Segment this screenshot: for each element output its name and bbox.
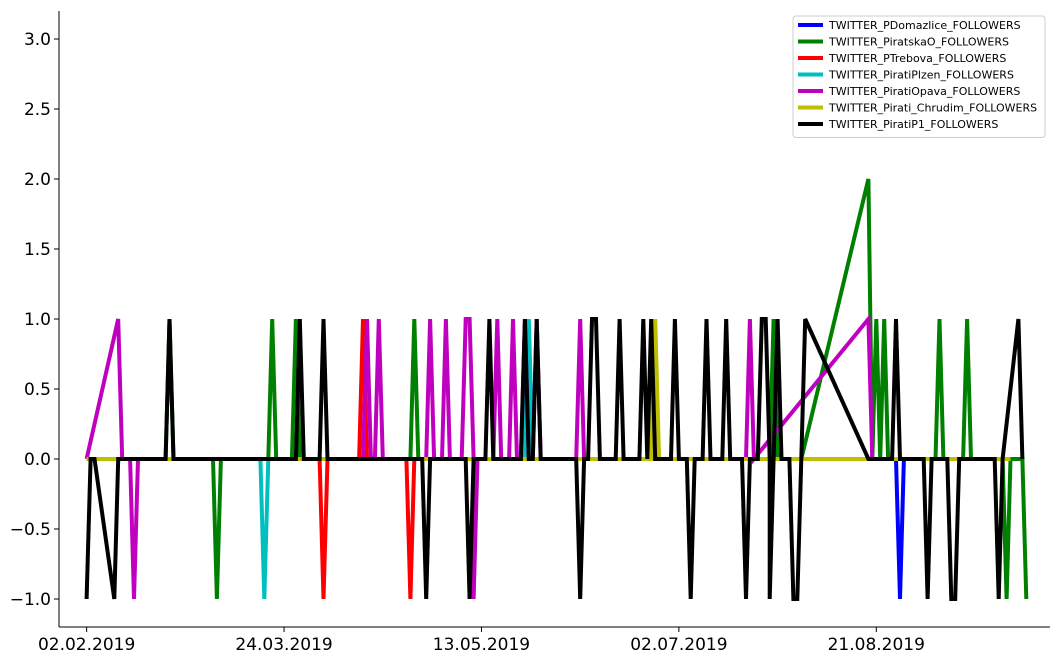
x-tick-label: 21.08.2019	[828, 635, 925, 655]
legend-label: TWITTER_PTrebova_FOLLOWERS	[828, 52, 1006, 65]
y-tick-label: 2.0	[24, 170, 51, 190]
y-tick-label: 1.5	[24, 240, 51, 260]
y-tick-label: 0.5	[24, 380, 51, 400]
x-tick-label: 02.07.2019	[630, 635, 727, 655]
legend-label: TWITTER_Pirati_Chrudim_FOLLOWERS	[828, 102, 1037, 115]
legend-label: TWITTER_PiratiPlzen_FOLLOWERS	[828, 69, 1014, 82]
series-line-6	[84, 317, 1025, 601]
x-tick-label: 24.03.2019	[235, 635, 332, 655]
legend-label: TWITTER_PDomazlice_FOLLOWERS	[828, 19, 1021, 32]
y-tick-label: 1.0	[24, 310, 51, 330]
y-tick-label: 2.5	[24, 100, 51, 120]
y-tick-label: −1.0	[10, 590, 51, 610]
x-tick-label: 02.02.2019	[38, 635, 135, 655]
legend-label: TWITTER_PiratiOpava_FOLLOWERS	[828, 85, 1020, 98]
y-tick-label: −0.5	[10, 520, 51, 540]
legend-box	[792, 15, 1046, 138]
series-line-1	[86, 178, 1029, 600]
y-tick-label: 3.0	[24, 30, 51, 50]
y-tick-label: 0.0	[24, 450, 51, 470]
x-tick-label: 13.05.2019	[433, 635, 530, 655]
legend-label: TWITTER_PiratskaO_FOLLOWERS	[828, 36, 1009, 49]
series-line-4	[84, 313, 875, 600]
legend-label: TWITTER_PiratiP1_FOLLOWERS	[828, 118, 998, 131]
